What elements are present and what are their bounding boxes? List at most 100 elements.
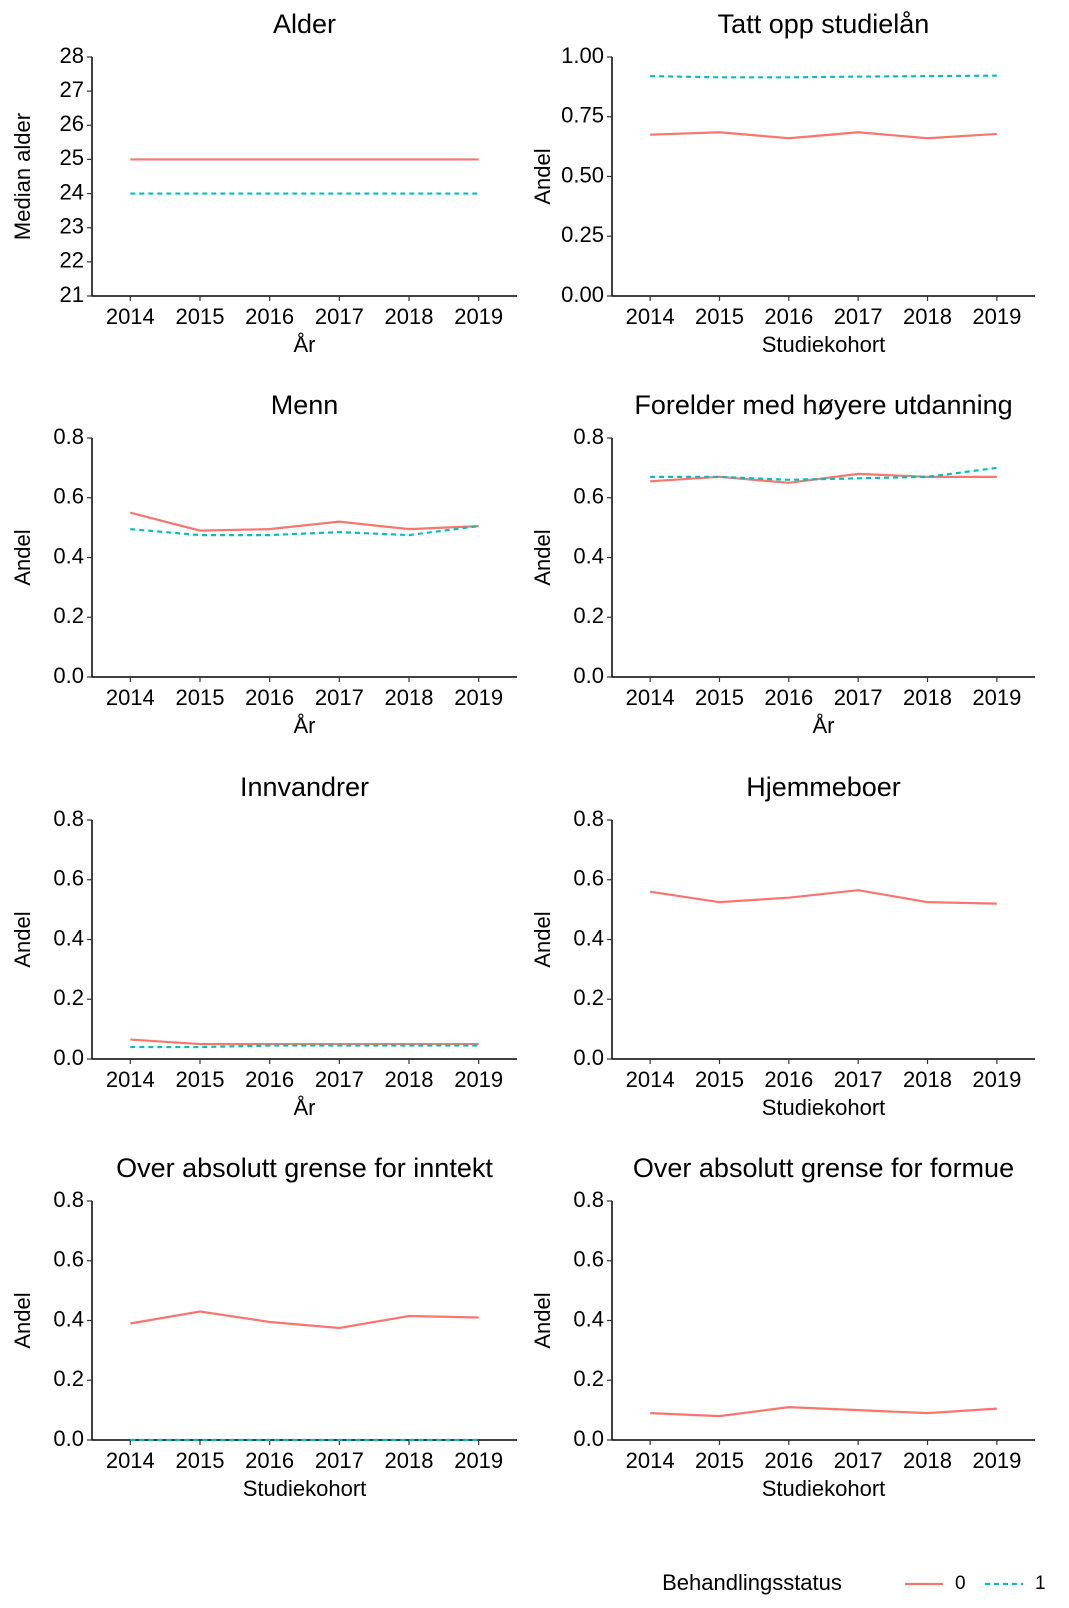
x-tick-label: 2015 (695, 304, 744, 329)
y-tick-label: 0.6 (53, 866, 84, 891)
panel-title: Forelder med høyere utdanning (634, 390, 1012, 420)
x-tick-label: 2018 (385, 685, 434, 710)
y-tick-label: 0.6 (53, 484, 84, 509)
x-tick-label: 2017 (315, 1448, 364, 1473)
y-tick-label: 0.2 (53, 985, 84, 1010)
x-tick-label: 2014 (626, 685, 675, 710)
y-tick-label: 0.0 (573, 1426, 604, 1451)
x-tick-label: 2018 (903, 1067, 952, 1092)
x-tick-label: 2016 (764, 304, 813, 329)
y-tick-label: 0.2 (573, 603, 604, 628)
x-tick-label: 2015 (176, 685, 225, 710)
y-tick-label: 0.00 (561, 282, 604, 307)
y-tick-label: 0.6 (573, 866, 604, 891)
x-tick-label: 2017 (834, 304, 883, 329)
y-tick-label: 0.6 (573, 1247, 604, 1272)
y-tick-label: 0.4 (53, 543, 84, 568)
y-tick-label: 0.75 (561, 103, 604, 128)
x-tick-label: 2016 (764, 1067, 813, 1092)
series-line (130, 1038, 479, 1046)
x-tick-label: 2017 (315, 304, 364, 329)
y-tick-label: 24 (60, 179, 84, 204)
x-axis-label: Studiekohort (243, 1476, 367, 1501)
x-tick-label: 2014 (106, 304, 155, 329)
y-tick-label: 0.0 (573, 1045, 604, 1070)
legend-title: Behandlingsstatus (662, 1570, 842, 1595)
x-tick-label: 2018 (385, 304, 434, 329)
y-tick-label: 25 (60, 145, 84, 170)
panel-title: Over absolutt grense for formue (633, 1153, 1014, 1183)
x-tick-label: 2016 (245, 685, 294, 710)
x-tick-label: 2015 (176, 1067, 225, 1092)
panel-title: Over absolutt grense for inntekt (116, 1153, 493, 1183)
x-tick-label: 2018 (903, 1448, 952, 1473)
x-tick-label: 2018 (903, 685, 952, 710)
y-axis-label: Andel (10, 529, 35, 585)
y-tick-label: 0.25 (561, 222, 604, 247)
panel-title: Menn (271, 390, 339, 420)
x-tick-label: 2019 (454, 1067, 503, 1092)
y-axis-label: Andel (10, 911, 35, 967)
y-tick-label: 0.6 (573, 484, 604, 509)
series-line (130, 1310, 479, 1330)
x-tick-label: 2014 (106, 1067, 155, 1092)
panel-title: Alder (273, 9, 336, 39)
y-tick-label: 0.4 (53, 1306, 84, 1331)
x-tick-label: 2015 (695, 1067, 744, 1092)
y-tick-label: 0.0 (53, 663, 84, 688)
y-tick-label: 0.0 (53, 1045, 84, 1070)
x-tick-label: 2018 (903, 304, 952, 329)
x-axis-label: År (813, 713, 835, 738)
x-axis-label: År (294, 1095, 316, 1120)
x-tick-label: 2014 (626, 304, 675, 329)
y-tick-label: 23 (60, 214, 84, 239)
x-tick-label: 2019 (972, 1067, 1021, 1092)
x-tick-label: 2017 (315, 1067, 364, 1092)
x-tick-label: 2014 (106, 685, 155, 710)
y-tick-label: 22 (60, 248, 84, 273)
x-tick-label: 2017 (834, 1448, 883, 1473)
series-line (130, 1044, 479, 1049)
y-axis-label: Andel (10, 1292, 35, 1348)
y-axis-label: Andel (530, 911, 555, 967)
x-tick-label: 2019 (454, 304, 503, 329)
x-tick-label: 2018 (385, 1067, 434, 1092)
x-tick-label: 2016 (245, 1448, 294, 1473)
y-axis-label: Andel (530, 148, 555, 204)
x-tick-label: 2019 (972, 304, 1021, 329)
x-tick-label: 2015 (695, 1448, 744, 1473)
series-line (130, 511, 479, 532)
y-tick-label: 0.2 (53, 603, 84, 628)
y-tick-label: 0.0 (53, 1426, 84, 1451)
y-tick-label: 0.4 (573, 543, 604, 568)
y-tick-label: 0.8 (573, 806, 604, 831)
y-tick-label: 0.6 (53, 1247, 84, 1272)
y-tick-label: 0.0 (573, 663, 604, 688)
y-tick-label: 0.8 (53, 806, 84, 831)
legend-label: 0 (955, 1573, 966, 1594)
series-line (650, 466, 998, 481)
y-tick-label: 0.2 (573, 1366, 604, 1391)
y-tick-label: 0.2 (573, 985, 604, 1010)
y-tick-label: 1.00 (561, 43, 604, 68)
x-tick-label: 2018 (385, 1448, 434, 1473)
y-tick-label: 0.8 (573, 1187, 604, 1212)
y-axis-label: Andel (530, 1292, 555, 1348)
panel-title: Tatt opp studielån (718, 9, 930, 39)
y-tick-label: 0.8 (53, 424, 84, 449)
x-tick-label: 2014 (626, 1067, 675, 1092)
panel-title: Innvandrer (240, 772, 369, 802)
x-tick-label: 2019 (454, 1448, 503, 1473)
x-tick-label: 2016 (245, 1067, 294, 1092)
x-axis-label: Studiekohort (762, 1476, 886, 1501)
y-tick-label: 0.8 (53, 1187, 84, 1212)
x-tick-label: 2016 (764, 1448, 813, 1473)
legend-label: 1 (1035, 1573, 1046, 1594)
y-tick-label: 26 (60, 111, 84, 136)
x-tick-label: 2017 (834, 1067, 883, 1092)
y-tick-label: 21 (60, 282, 84, 307)
x-tick-label: 2014 (106, 1448, 155, 1473)
x-axis-label: Studiekohort (762, 1095, 886, 1120)
series-line (130, 525, 479, 537)
